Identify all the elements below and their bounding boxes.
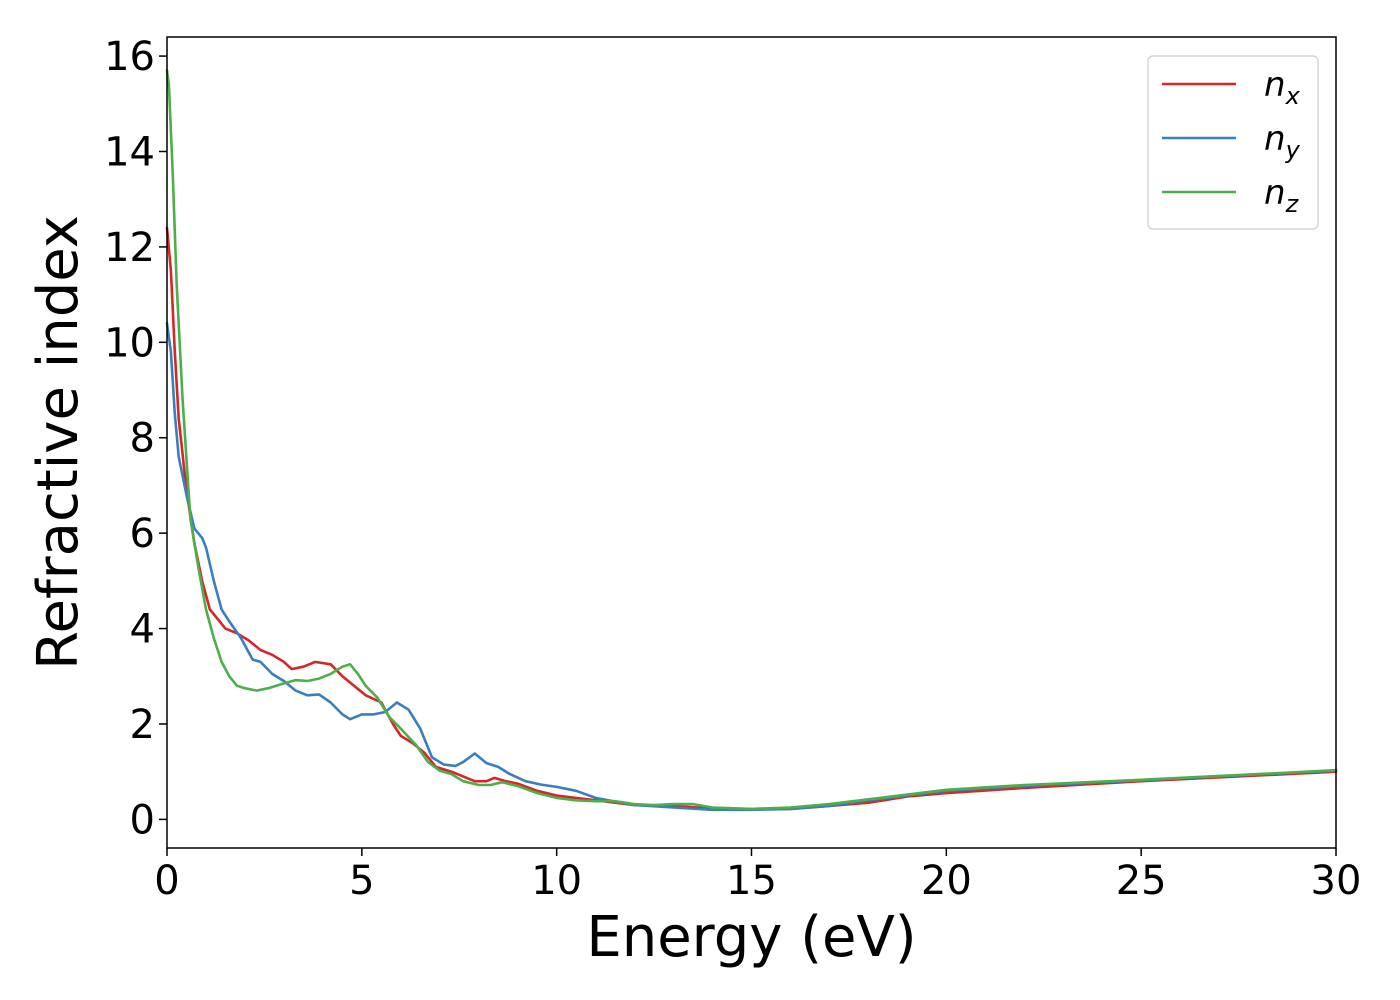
series-line-nx [165, 226, 1338, 811]
y-tick-label: 4 [130, 607, 155, 653]
legend-box [1147, 55, 1319, 230]
y-tick-label: 0 [130, 797, 155, 843]
plot-area [165, 69, 1338, 812]
x-tick-label: 30 [1311, 858, 1362, 904]
y-tick-label: 12 [104, 225, 155, 271]
y-tick-label: 14 [104, 129, 155, 175]
y-tick-label: 6 [130, 511, 155, 557]
y-axis-label: Refractive index [26, 215, 91, 670]
legend-label-ny: ny [1264, 119, 1301, 164]
series-line-ny [165, 321, 1338, 812]
x-tick-label: 5 [349, 858, 374, 904]
x-tick-label: 25 [1116, 858, 1167, 904]
axis-ticks: 0 5 10 15 20 25 30 0 2 4 6 8 10 12 14 16 [104, 34, 1361, 904]
x-tick-label: 15 [726, 858, 777, 904]
y-tick-label: 16 [104, 34, 155, 80]
legend: nx ny nz [1147, 55, 1319, 230]
x-tick-label: 20 [921, 858, 972, 904]
legend-label-nz: nz [1264, 173, 1300, 218]
x-tick-label: 0 [154, 858, 179, 904]
y-tick-label: 8 [130, 416, 155, 462]
legend-label-nx: nx [1264, 65, 1301, 110]
y-tick-label: 2 [130, 702, 155, 748]
x-tick-label: 10 [531, 858, 582, 904]
y-tick-label: 10 [104, 320, 155, 366]
x-axis-label: Energy (eV) [586, 905, 916, 970]
series-line-nz [165, 69, 1338, 811]
